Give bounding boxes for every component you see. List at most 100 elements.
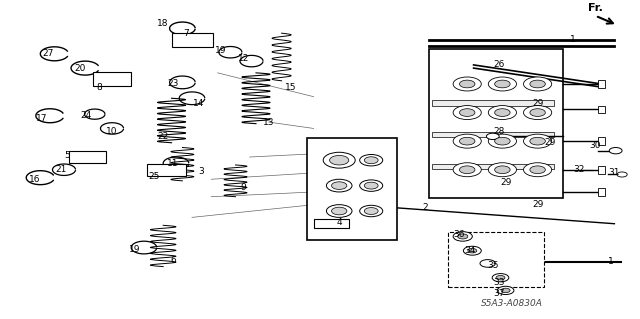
Circle shape	[617, 172, 627, 177]
Text: 35: 35	[487, 261, 499, 270]
Circle shape	[495, 80, 510, 88]
Bar	[432, 100, 554, 106]
Text: 33: 33	[493, 278, 505, 287]
Bar	[448, 232, 544, 287]
Circle shape	[453, 134, 481, 148]
Circle shape	[453, 163, 481, 177]
Bar	[429, 49, 563, 198]
Bar	[598, 80, 605, 88]
Circle shape	[495, 137, 510, 145]
Text: 32: 32	[573, 165, 585, 174]
Circle shape	[463, 246, 481, 255]
Text: 7: 7	[183, 29, 188, 38]
Bar	[598, 106, 605, 113]
Bar	[93, 72, 131, 85]
Bar	[172, 33, 213, 48]
Text: 25: 25	[148, 172, 159, 181]
Circle shape	[530, 109, 545, 116]
Circle shape	[453, 106, 481, 120]
Circle shape	[488, 163, 516, 177]
Text: 18: 18	[157, 19, 169, 28]
Text: 29: 29	[532, 99, 543, 108]
Circle shape	[530, 137, 545, 145]
Circle shape	[326, 205, 352, 217]
Text: 1: 1	[570, 35, 575, 44]
Circle shape	[496, 276, 505, 280]
Circle shape	[530, 80, 545, 88]
Text: 5: 5	[65, 151, 70, 160]
Circle shape	[524, 134, 552, 148]
Text: 6: 6	[170, 256, 175, 265]
Bar	[69, 151, 106, 163]
Text: 14: 14	[193, 99, 204, 108]
Text: 30: 30	[589, 141, 601, 151]
Circle shape	[609, 147, 622, 154]
Text: 12: 12	[237, 54, 249, 63]
Text: 15: 15	[285, 83, 297, 92]
Circle shape	[460, 137, 475, 145]
Circle shape	[460, 109, 475, 116]
Text: 16: 16	[29, 175, 41, 184]
Text: 26: 26	[493, 60, 505, 70]
Bar	[314, 219, 349, 228]
Text: 31: 31	[609, 168, 620, 177]
Bar	[598, 188, 605, 196]
Text: 28: 28	[493, 127, 505, 136]
Circle shape	[326, 179, 352, 192]
Circle shape	[453, 77, 481, 91]
Circle shape	[480, 260, 495, 267]
Circle shape	[364, 182, 378, 189]
Circle shape	[460, 166, 475, 174]
Text: 2: 2	[423, 203, 428, 212]
Circle shape	[330, 155, 349, 165]
Text: 17: 17	[36, 115, 47, 123]
Text: 27: 27	[42, 49, 54, 58]
Text: 20: 20	[74, 63, 86, 73]
Circle shape	[488, 106, 516, 120]
Text: S5A3-A0830A: S5A3-A0830A	[481, 299, 543, 308]
Text: 22: 22	[157, 132, 169, 141]
Circle shape	[453, 232, 472, 241]
Circle shape	[492, 274, 509, 282]
Circle shape	[323, 152, 355, 168]
Text: 19: 19	[129, 245, 140, 254]
Circle shape	[497, 286, 514, 294]
Bar	[307, 138, 397, 240]
Bar	[147, 164, 186, 176]
Text: 1: 1	[609, 257, 614, 266]
Text: 9: 9	[241, 183, 246, 192]
Text: 4: 4	[337, 218, 342, 226]
Circle shape	[530, 166, 545, 174]
Circle shape	[364, 157, 378, 164]
Circle shape	[486, 133, 499, 139]
Circle shape	[468, 249, 477, 253]
Circle shape	[332, 207, 347, 215]
Text: 36: 36	[454, 230, 465, 239]
Text: 29: 29	[532, 200, 543, 209]
Circle shape	[501, 288, 510, 293]
Circle shape	[524, 77, 552, 91]
Text: 34: 34	[465, 246, 476, 255]
Text: 29: 29	[500, 178, 511, 187]
Text: 29: 29	[545, 138, 556, 147]
Text: 19: 19	[215, 46, 227, 55]
Circle shape	[360, 154, 383, 166]
Circle shape	[495, 166, 510, 174]
Circle shape	[488, 134, 516, 148]
Bar	[598, 137, 605, 145]
Text: 21: 21	[55, 165, 67, 174]
Bar	[432, 164, 554, 169]
Text: 37: 37	[493, 289, 505, 298]
Text: 23: 23	[167, 79, 179, 88]
Circle shape	[360, 180, 383, 191]
Circle shape	[488, 77, 516, 91]
Text: 13: 13	[263, 118, 275, 127]
Circle shape	[458, 234, 468, 239]
Circle shape	[360, 205, 383, 217]
Bar	[598, 166, 605, 174]
Circle shape	[364, 208, 378, 214]
Text: 24: 24	[81, 111, 92, 120]
Text: 3: 3	[199, 167, 204, 176]
Circle shape	[332, 182, 347, 189]
Text: 10: 10	[106, 127, 118, 136]
